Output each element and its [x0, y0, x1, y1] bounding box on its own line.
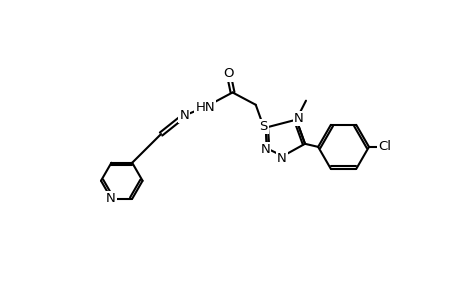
Text: Cl: Cl: [377, 140, 390, 153]
Text: N: N: [276, 152, 286, 165]
Text: N: N: [106, 192, 115, 205]
Text: N: N: [293, 112, 303, 124]
Text: S: S: [259, 120, 267, 133]
Text: N: N: [260, 143, 270, 156]
Text: HN: HN: [195, 100, 214, 114]
Text: O: O: [223, 68, 234, 80]
Text: N: N: [179, 109, 189, 122]
